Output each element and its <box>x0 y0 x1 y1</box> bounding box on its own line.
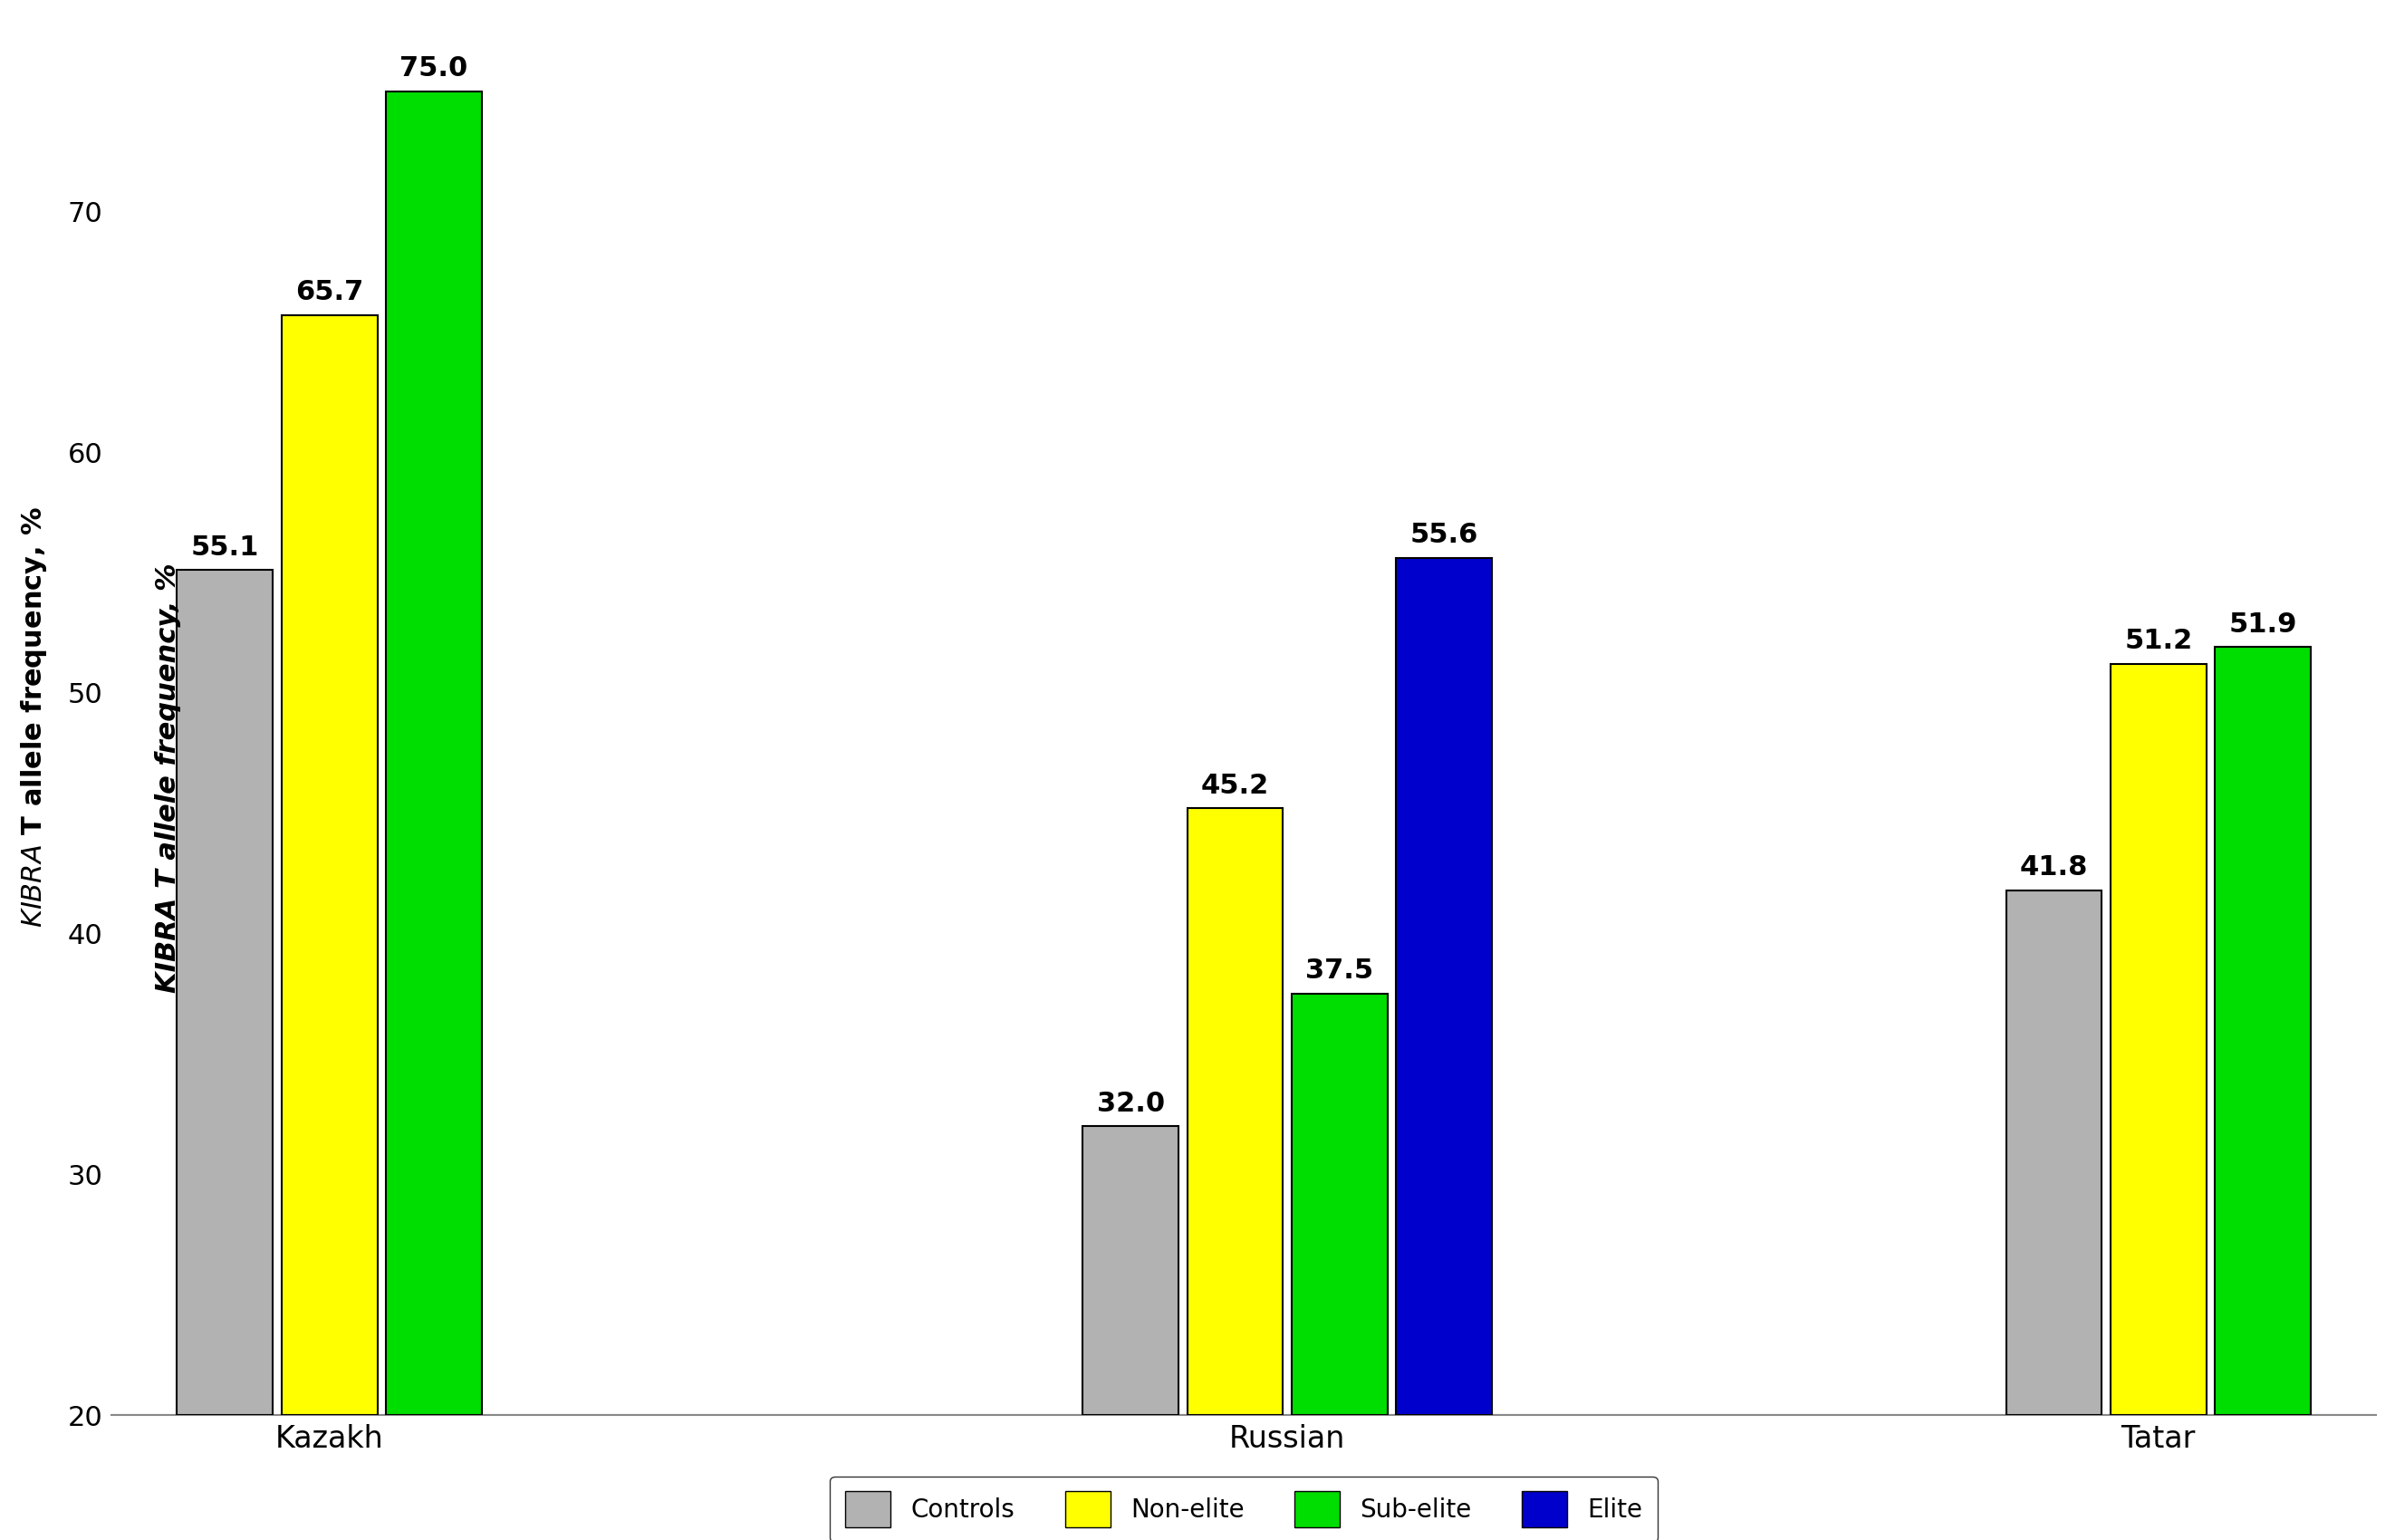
Y-axis label: $\mathit{KIBRA}$ T allele frequency, %: $\mathit{KIBRA}$ T allele frequency, % <box>19 507 48 927</box>
Bar <box>177 570 273 1415</box>
Bar <box>1083 1126 1178 1415</box>
Text: 55.6: 55.6 <box>1411 522 1478 548</box>
Text: 32.0: 32.0 <box>1097 1090 1164 1116</box>
Bar <box>283 316 378 1415</box>
Bar <box>1188 808 1284 1415</box>
Bar <box>2215 647 2311 1415</box>
Text: 75.0: 75.0 <box>400 55 467 82</box>
Bar <box>2110 664 2206 1415</box>
Text: 41.8: 41.8 <box>2019 855 2088 881</box>
Text: KIBRA T allele frequency, %: KIBRA T allele frequency, % <box>156 562 180 993</box>
Text: 51.2: 51.2 <box>2124 628 2191 654</box>
Text: 55.1: 55.1 <box>192 534 259 561</box>
Text: 45.2: 45.2 <box>1202 773 1269 799</box>
Bar <box>2007 890 2103 1415</box>
Bar <box>386 91 481 1415</box>
Text: 65.7: 65.7 <box>295 279 364 305</box>
Text: 51.9: 51.9 <box>2230 611 2297 638</box>
Text: 37.5: 37.5 <box>1305 958 1375 984</box>
Bar <box>1396 557 1492 1415</box>
Legend: Controls, Non-elite, Sub-elite, Elite: Controls, Non-elite, Sub-elite, Elite <box>831 1477 1657 1540</box>
Bar <box>1291 993 1387 1415</box>
